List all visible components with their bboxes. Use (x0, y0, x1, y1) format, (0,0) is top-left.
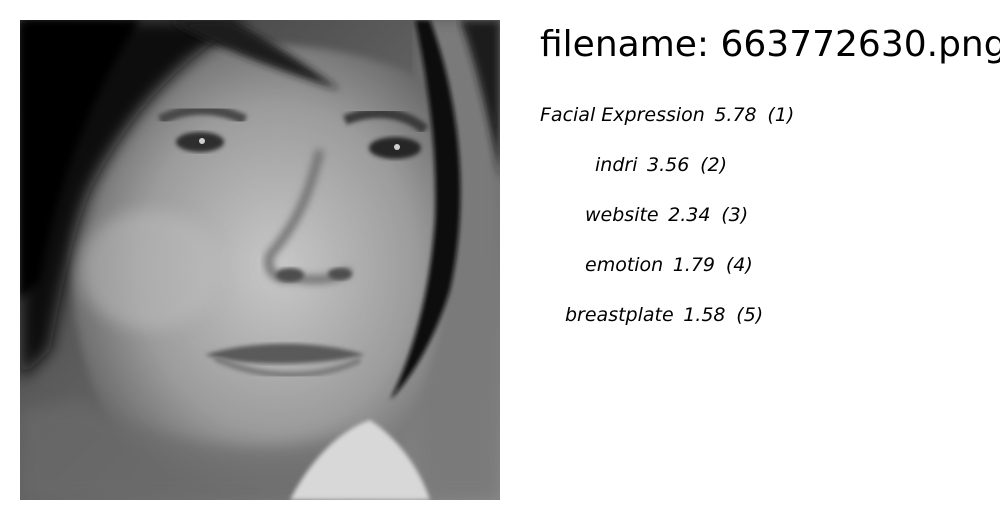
prediction-rank: (1) (767, 104, 795, 126)
prediction-row-3: website 2.34 (3) (585, 203, 748, 227)
face-photo (20, 20, 500, 500)
prediction-label: indri (595, 154, 638, 176)
prediction-rank: (5) (736, 304, 764, 326)
prediction-row-5: breastplate 1.58 (5) (565, 303, 763, 327)
prediction-row-1: Facial Expression 5.78 (1) (540, 103, 794, 127)
prediction-label: emotion (585, 254, 664, 276)
prediction-row-4: emotion 1.79 (4) (585, 253, 753, 277)
prediction-score: 1.79 (672, 254, 716, 276)
prediction-label: Facial Expression (540, 104, 705, 126)
prediction-rank: (4) (725, 254, 753, 276)
prediction-label: website (585, 204, 659, 226)
prediction-rank: (2) (700, 154, 728, 176)
prediction-row-2: indri 3.56 (2) (595, 153, 727, 177)
prediction-score: 1.58 (683, 304, 726, 326)
prediction-rank: (3) (721, 204, 749, 226)
prediction-score: 3.56 (646, 154, 690, 176)
filename-title: filename: 663772630.png (540, 24, 1000, 65)
prediction-score: 5.78 (714, 104, 757, 126)
prediction-label: breastplate (565, 304, 674, 326)
prediction-score: 2.34 (668, 204, 711, 226)
grayscale-face-image (20, 20, 500, 500)
